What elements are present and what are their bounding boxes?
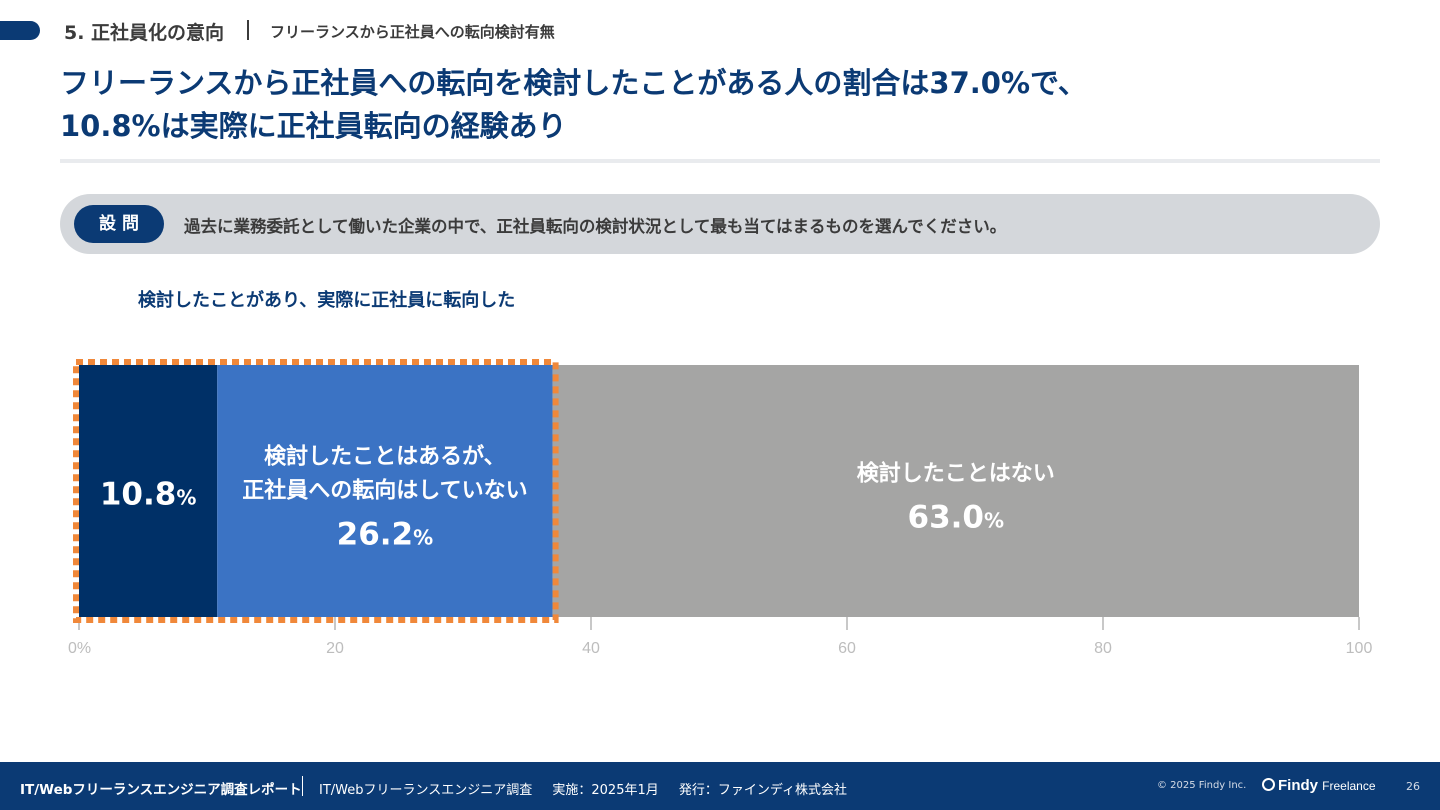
data-label-unit-3: % [984,509,1004,533]
footer-date: 実施：2025年1月 [552,783,659,798]
tick-label-3: 40 [582,640,600,657]
tick-label-1: 0% [68,640,91,657]
headline-line-2: 10.8%は実際に正社員転向の経験あり [60,109,567,143]
footer-divider [302,776,303,796]
bar-segment-3 [552,365,1359,617]
page-number: 26 [1406,780,1420,793]
question-text: 過去に業務委託として働いた企業の中で、正社員転向の検討状況として最も当てはまるも… [184,217,1007,236]
footer-copyright: © 2025 Findy Inc. [1157,780,1247,791]
tick-label-4: 60 [838,640,856,657]
data-label-unit-1: % [176,486,196,510]
headline-rule [60,159,1380,163]
headline-line-1: フリーランスから正社員への転向を検討したことがある人の割合は37.0%で、 [60,66,1087,100]
bar-segment-1 [79,365,218,617]
section-subtitle: フリーランスから正社員への転向検討有無 [270,23,555,41]
findy-logo-icon [1262,778,1275,791]
data-label-unit-2: % [413,526,433,550]
section-tab [0,21,40,40]
highlight-box [73,359,559,623]
question-bar: 設問 過去に業務委託として働いた企業の中で、正社員転向の検討状況として最も当ては… [60,194,1380,254]
logo-sub: Freelance [1322,779,1376,793]
footer-info: IT/Webフリーランスエンジニア調査 実施：2025年1月 発行：ファインディ… [319,779,863,798]
tick-label-5: 80 [1094,640,1112,657]
bar-segment-2 [217,365,553,617]
question-badge: 設問 [74,205,164,243]
tick-label-2: 20 [326,640,344,657]
tick-label-6: 100 [1346,640,1373,657]
footer: IT/Webフリーランスエンジニア調査レポート IT/Webフリーランスエンジニ… [0,762,1440,810]
section-title: 5. 正社員化の意向 [64,22,225,44]
footer-report-title: IT/Webフリーランスエンジニア調査レポート [20,782,302,798]
logo-main: Findy [1278,777,1318,794]
stacked-bar-chart: 10.8%検討したことはあるが、正社員への転向はしていない26.2%検討したこと… [68,359,1373,657]
section-divider [247,20,249,40]
footer-publisher: 発行：ファインディ株式会社 [678,783,847,798]
footer-survey: IT/Webフリーランスエンジニア調査 [319,783,533,798]
page-headline: フリーランスから正社員への転向を検討したことがある人の割合は37.0%で、 10… [60,62,1400,148]
findy-logo: Findy Freelance [1262,777,1376,794]
segment-label-3-line-1: 検討したことはない [857,461,1055,487]
segment-label-2-line-1: 検討したことはあるが、 [264,444,506,470]
chart-annotation: 検討したことがあり、実際に正社員に転向した [138,290,516,311]
segment-label-2-line-2: 正社員への転向はしていない [242,478,527,504]
